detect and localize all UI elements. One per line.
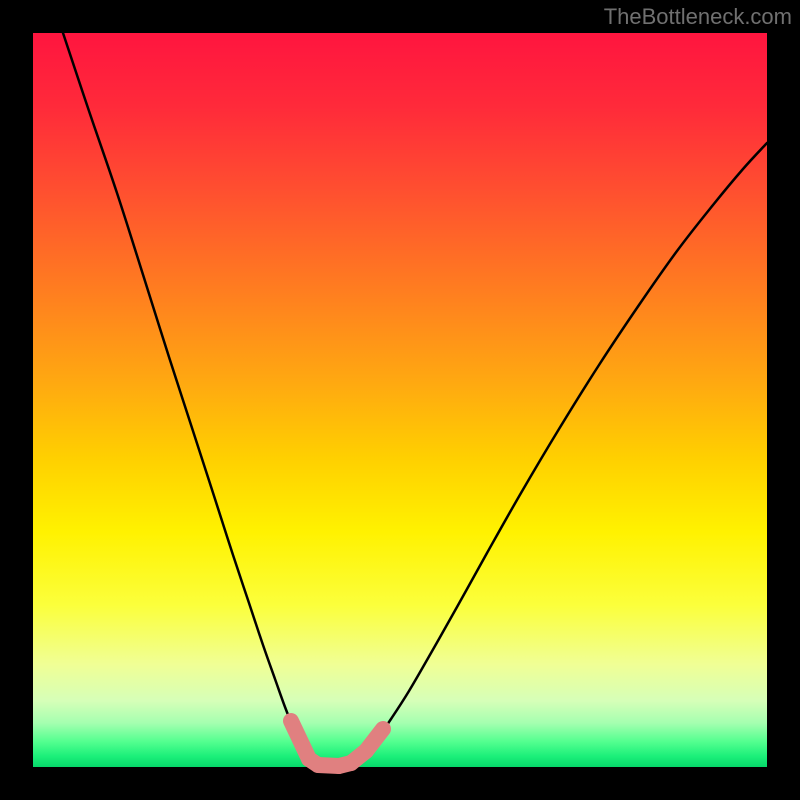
plot-background-gradient — [33, 33, 767, 767]
watermark-text: TheBottleneck.com — [604, 4, 792, 30]
bottleneck-chart — [0, 0, 800, 800]
